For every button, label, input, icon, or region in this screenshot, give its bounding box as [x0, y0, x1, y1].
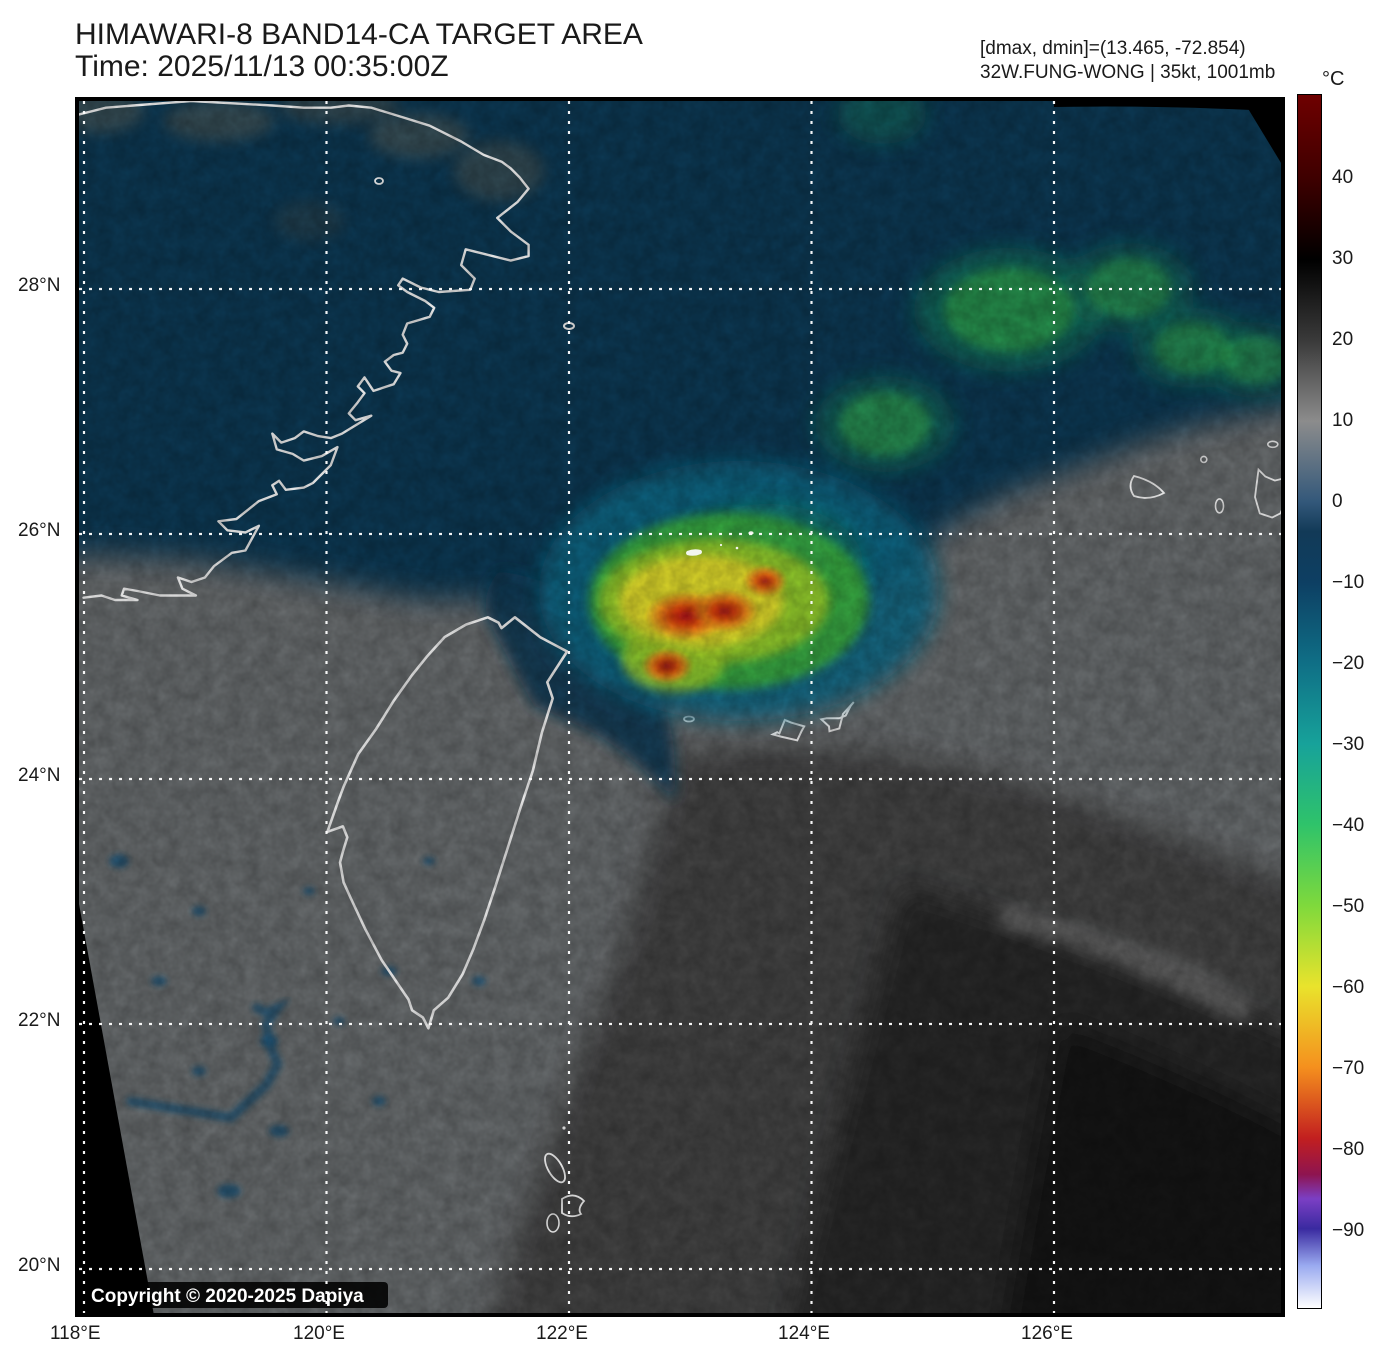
- svg-text:Copyright © 2020-2025 Dapiya: Copyright © 2020-2025 Dapiya: [91, 1286, 364, 1307]
